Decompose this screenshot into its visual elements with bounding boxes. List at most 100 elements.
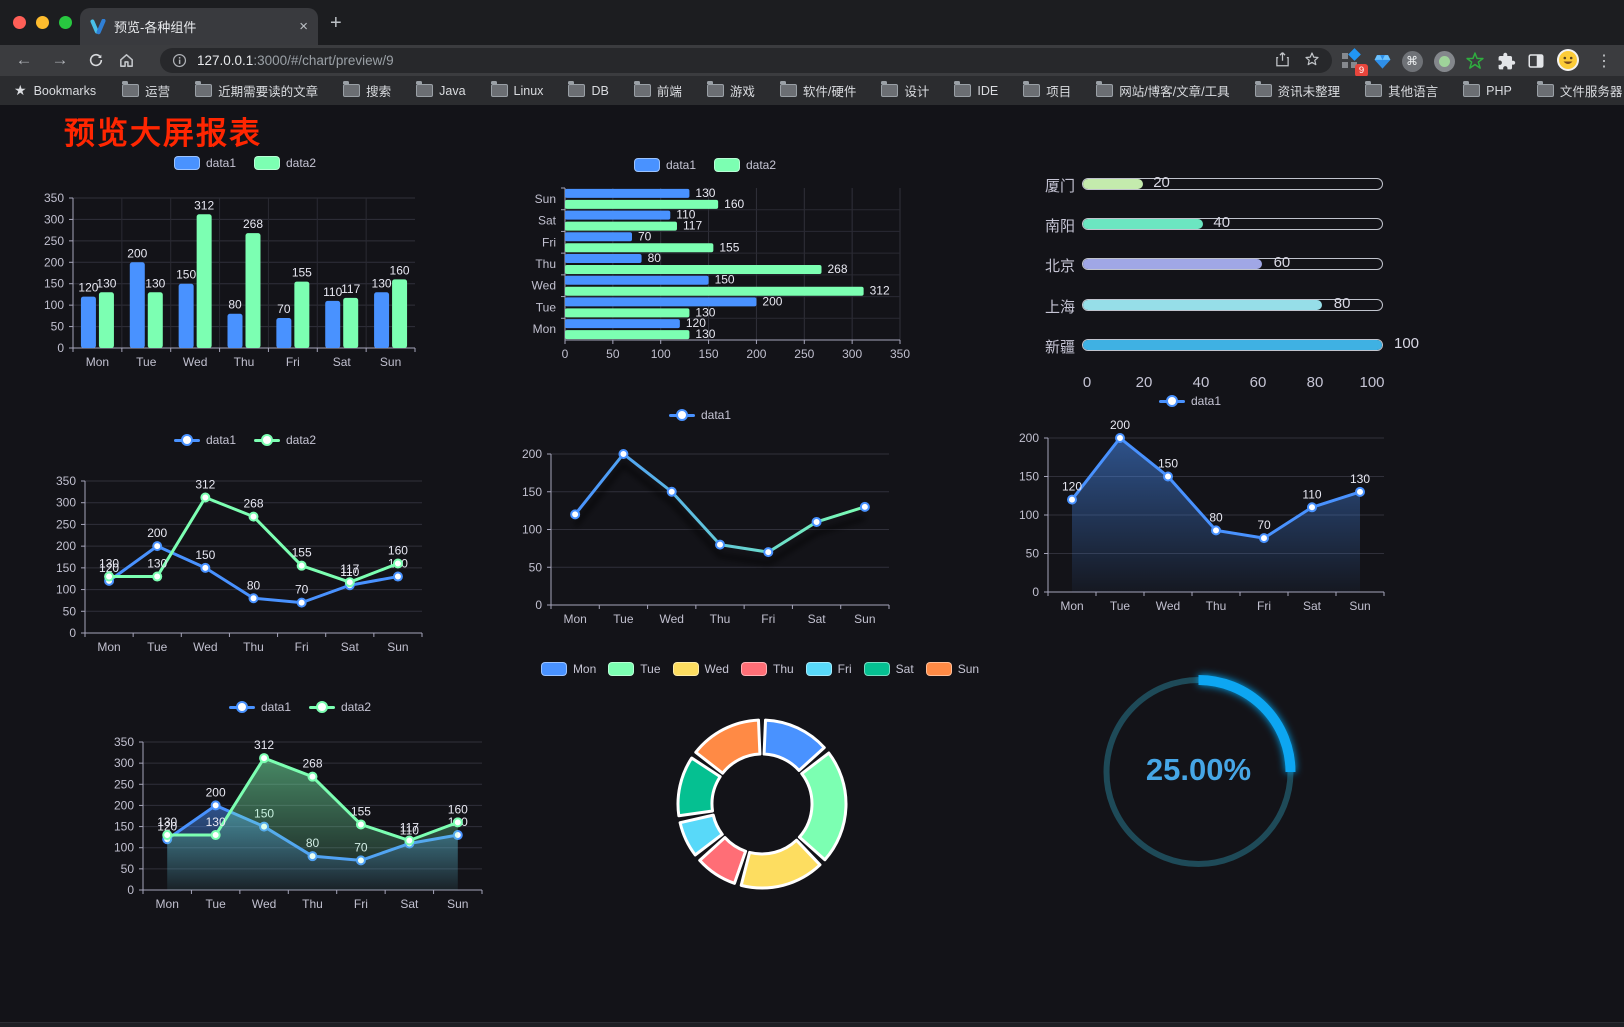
tab-close-icon[interactable]: × — [299, 18, 308, 35]
legend-item[interactable]: data1 — [668, 408, 731, 422]
legend-item[interactable]: data2 — [714, 158, 776, 172]
svg-text:150: 150 — [1158, 457, 1178, 471]
home-icon[interactable] — [114, 49, 138, 75]
extension-badge: 9 — [1355, 64, 1368, 77]
back-icon[interactable]: ← — [15, 50, 33, 69]
bookmark-folder[interactable]: 游戏 — [706, 81, 755, 100]
bookmark-folder[interactable]: 网站/博客/文章/工具 — [1096, 81, 1230, 100]
pie-slice-thu[interactable] — [698, 836, 748, 885]
pie-slice-fri[interactable] — [678, 813, 724, 857]
legend-item[interactable]: data1 — [173, 156, 236, 170]
svg-text:117: 117 — [340, 562, 359, 576]
svg-text:117: 117 — [341, 282, 360, 296]
dashboard-page: 预览大屏报表 data1 data2 0 50 100 150 200 250 300 350 Mo… — [0, 105, 1624, 1022]
legend-item[interactable]: data1 — [633, 158, 696, 172]
share-icon[interactable] — [1275, 51, 1290, 71]
bookmark-folder[interactable]: 设计 — [881, 81, 929, 100]
legend-item[interactable]: data2 — [309, 700, 371, 714]
site-info-icon[interactable] — [172, 53, 187, 68]
bookmark-label: 文件服务器 — [1559, 85, 1623, 99]
axis-tick-label: 100 — [1359, 374, 1385, 391]
address-bar[interactable]: 127.0.0.1 :3000/#/chart/preview/9 — [160, 48, 1332, 73]
bookmark-folder[interactable]: PHP — [1463, 81, 1512, 98]
svg-text:Fri: Fri — [354, 897, 368, 911]
progress-fill — [1083, 300, 1323, 310]
bookmark-folder[interactable]: 前端 — [633, 81, 682, 100]
browser-tab[interactable]: 预览-各种组件 × — [80, 8, 318, 45]
legend-item[interactable]: Thu — [740, 662, 794, 676]
bookmark-folder[interactable]: 文件服务器 — [1536, 81, 1623, 100]
bookmark-folder[interactable]: Linux — [490, 81, 543, 98]
browser-menu-icon[interactable]: ⋮ — [1596, 53, 1612, 70]
progress-label: 南阳 — [1044, 218, 1075, 235]
bookmark-folder[interactable]: Java — [416, 81, 466, 98]
svg-text:100: 100 — [114, 841, 134, 855]
svg-text:200: 200 — [522, 447, 542, 461]
svg-text:100: 100 — [56, 583, 76, 597]
folder-icon — [706, 81, 724, 97]
progress-value: 100 — [1394, 335, 1420, 352]
bookmark-folder[interactable]: 运营 — [122, 81, 170, 100]
svg-text:150: 150 — [195, 548, 215, 562]
svg-text:Sat: Sat — [400, 897, 419, 911]
bookmark-star-icon[interactable] — [1304, 51, 1320, 70]
pie-slice-wed[interactable] — [739, 838, 822, 890]
progress-label: 厦门 — [1044, 178, 1075, 195]
command-extension-icon[interactable]: ⌘ — [1400, 49, 1424, 73]
bookmark-folder[interactable]: 资讯未整理 — [1254, 81, 1340, 100]
legend-item[interactable]: Sun — [925, 662, 979, 676]
svg-text:300: 300 — [56, 496, 76, 510]
legend-item[interactable]: data1 — [228, 700, 291, 714]
bookmark-folder[interactable]: 近期需要读的文章 — [195, 81, 318, 100]
new-tab-button[interactable]: + — [330, 12, 342, 34]
recorder-extension-icon[interactable] — [1432, 49, 1456, 73]
bookmark-label: 其他语言 — [1388, 85, 1439, 99]
bookmark-folder[interactable]: 软件/硬件 — [779, 81, 856, 100]
legend-line-marker — [1158, 394, 1185, 408]
minimize-window-button[interactable] — [36, 16, 49, 29]
legend-item[interactable]: Mon — [540, 662, 596, 676]
svg-text:0: 0 — [535, 598, 542, 612]
forward-icon[interactable]: → — [51, 50, 69, 69]
green-star-extension-icon[interactable] — [1463, 49, 1487, 73]
legend-item[interactable]: Fri — [805, 662, 852, 676]
reload-icon[interactable] — [84, 49, 108, 74]
legend-item[interactable]: data2 — [254, 433, 316, 447]
legend-swatch — [672, 662, 699, 676]
bookmarks-label[interactable]: Bookmarks — [33, 83, 97, 98]
legend-item[interactable]: data2 — [254, 156, 316, 170]
legend-item[interactable]: data1 — [1158, 394, 1221, 408]
progress-value: 60 — [1273, 254, 1291, 271]
bookmark-folder[interactable]: IDE — [954, 81, 998, 98]
svg-text:100: 100 — [522, 523, 542, 537]
bookmark-folder[interactable]: 项目 — [1023, 81, 1071, 100]
bookmark-folder[interactable]: 搜索 — [343, 81, 391, 100]
legend-item[interactable]: Wed — [672, 662, 729, 676]
svg-text:Fri: Fri — [286, 355, 300, 369]
puzzle-extensions-icon[interactable] — [1494, 49, 1518, 73]
close-window-button[interactable] — [13, 16, 26, 29]
zoom-window-button[interactable] — [59, 16, 72, 29]
gem-extension-icon[interactable] — [1370, 49, 1394, 73]
pie-slice-tue[interactable] — [797, 751, 848, 862]
svg-text:130: 130 — [372, 276, 392, 290]
sidebar-toggle-icon[interactable] — [1524, 49, 1548, 73]
bookmark-label: 网站/博客/文章/工具 — [1119, 85, 1230, 99]
legend-item[interactable]: Sat — [863, 662, 914, 676]
svg-text:100: 100 — [44, 298, 64, 312]
profile-avatar[interactable] — [1556, 48, 1580, 72]
bookmarks-star-icon[interactable]: ★ — [14, 82, 27, 98]
pie-slice-sat[interactable] — [676, 756, 722, 818]
pie-slice-mon[interactable] — [762, 718, 826, 772]
pie-slice-sun[interactable] — [694, 718, 762, 775]
legend-item[interactable]: data1 — [173, 433, 236, 447]
legend-item[interactable]: Tue — [608, 662, 661, 676]
svg-text:150: 150 — [114, 820, 134, 834]
folder-icon — [633, 81, 651, 97]
svg-text:200: 200 — [56, 539, 76, 553]
legend-swatch — [633, 158, 660, 172]
bookmark-folder[interactable]: DB — [568, 81, 609, 98]
extension-grid-icon[interactable]: 9 — [1340, 48, 1368, 77]
folder-icon — [1023, 81, 1041, 97]
bookmark-folder[interactable]: 其他语言 — [1365, 81, 1438, 100]
